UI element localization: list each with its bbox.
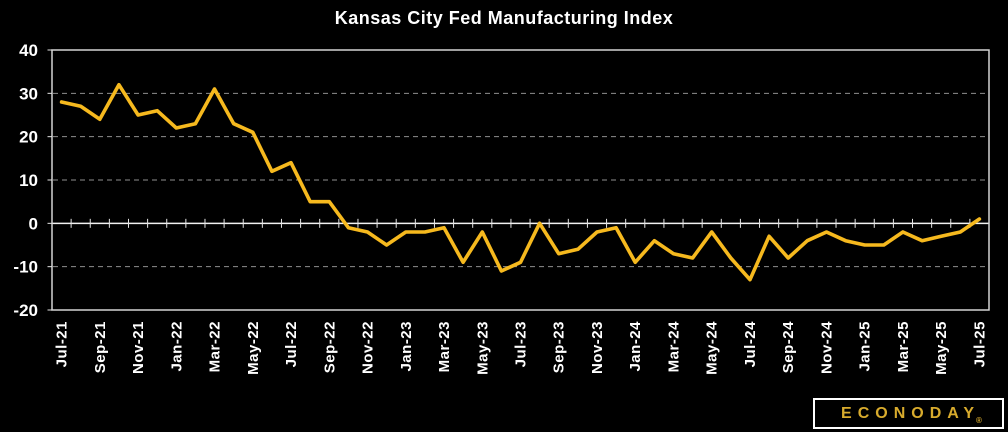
y-axis-label: 0 <box>29 214 38 233</box>
x-axis-label: Jul-21 <box>54 321 71 367</box>
x-axis-label: Mar-23 <box>436 321 453 372</box>
y-axis-label: -20 <box>13 301 38 320</box>
y-axis-label: -10 <box>13 258 38 277</box>
x-axis-label: Sep-23 <box>551 321 568 373</box>
x-axis-label: Nov-21 <box>130 321 147 374</box>
x-axis-label: Nov-22 <box>360 321 377 374</box>
x-axis-label: May-22 <box>245 321 262 375</box>
y-axis-label: 10 <box>19 171 38 190</box>
x-axis-label: Mar-22 <box>207 321 224 372</box>
y-axis-label: 40 <box>19 41 38 60</box>
x-axis-label: Jan-25 <box>857 321 874 372</box>
y-axis-label: 30 <box>19 84 38 103</box>
x-axis-label: Sep-22 <box>321 321 338 373</box>
x-axis-label: Sep-21 <box>92 321 109 373</box>
x-axis-label: Jul-24 <box>742 321 759 368</box>
x-axis-label: Mar-25 <box>895 321 912 372</box>
x-axis-label: Nov-24 <box>818 321 835 374</box>
x-axis-label: Jul-25 <box>971 321 988 367</box>
econoday-logo: ECONODAY ® <box>813 398 1004 429</box>
logo-brand-text: ECONODAY <box>841 404 981 422</box>
y-axis-label: 20 <box>19 128 38 147</box>
x-axis-label: Jan-22 <box>168 321 185 372</box>
x-axis-label: Sep-24 <box>780 321 797 373</box>
chart-title: Kansas City Fed Manufacturing Index <box>334 8 674 28</box>
x-axis-label: Jul-22 <box>283 321 300 367</box>
x-axis-label: Mar-24 <box>665 321 682 373</box>
x-axis-label: May-25 <box>933 321 950 375</box>
x-axis-label: May-23 <box>474 321 491 375</box>
registered-mark-icon: ® <box>976 416 982 425</box>
data-line <box>59 82 982 282</box>
x-axis-label: May-24 <box>704 321 721 375</box>
x-axis-label: Nov-23 <box>589 321 606 374</box>
x-axis-label: Jan-24 <box>627 321 644 372</box>
x-axis-label: Jan-23 <box>398 321 415 372</box>
x-axis-label: Jul-23 <box>513 321 530 367</box>
